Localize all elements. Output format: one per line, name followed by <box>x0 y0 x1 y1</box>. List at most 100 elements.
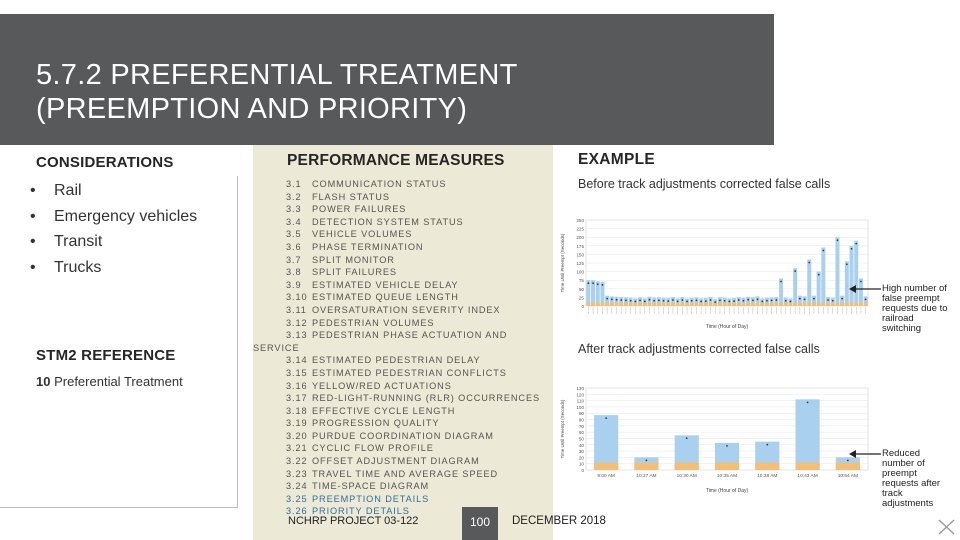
data-point <box>601 284 604 286</box>
performance-measures-panel: PERFORMANCE MEASURES 3.1 COMMUNICATION ST… <box>253 145 553 540</box>
data-point <box>841 297 844 300</box>
data-point <box>704 300 707 302</box>
data-point <box>860 280 862 283</box>
pm-item-label: PROGRESSION QUALITY <box>312 418 440 429</box>
y-tick-label: 110 <box>577 399 585 404</box>
bar-delay-segment <box>797 302 802 306</box>
y-tick-label: 10 <box>579 462 585 467</box>
pm-item-label: SERVICE <box>253 342 300 353</box>
data-point <box>714 301 717 304</box>
pm-item-number: 3.20 <box>286 430 308 441</box>
footer-project: NCHRP PROJECT 03-122 <box>288 515 419 527</box>
bar <box>830 297 835 306</box>
data-point <box>784 299 787 302</box>
pm-item-number: 3.25 <box>286 493 308 504</box>
bar-delay-segment <box>858 302 863 306</box>
page-number: 100 <box>462 507 498 540</box>
footer-date: DECEMBER 2018 <box>512 515 606 527</box>
bar <box>821 247 826 306</box>
bar <box>614 296 619 306</box>
pm-item-number: 3.8 <box>286 267 302 278</box>
bar-delay-segment <box>755 302 760 306</box>
data-point <box>686 300 688 303</box>
data-point <box>845 263 848 266</box>
pm-item: 3.3 POWER FAILURES <box>286 203 548 216</box>
y-tick-label: 100 <box>576 405 584 410</box>
bar-delay-segment <box>727 302 732 306</box>
pm-item-label: VEHICLE VOLUMES <box>312 229 413 240</box>
x-tick-label: 9:00 AM <box>597 473 615 479</box>
y-tick-label: 120 <box>576 392 584 397</box>
bar-delay-segment <box>807 302 812 306</box>
bar <box>858 278 863 306</box>
data-point <box>766 299 768 302</box>
data-point <box>643 300 646 303</box>
bar-delay-segment <box>764 302 769 306</box>
pm-item: 3.15 ESTIMATED PEDESTRIAN CONFLICTS <box>286 367 548 380</box>
data-point <box>806 401 809 404</box>
next-arrow-icon[interactable] <box>936 517 958 537</box>
bar <box>826 297 831 306</box>
y-tick-label: 0 <box>581 304 584 309</box>
considerations-box <box>0 176 238 508</box>
page-title-line-1: 5.7.2 PREFERENTIAL TREATMENT <box>36 59 518 91</box>
list-item-label: Transit <box>54 233 103 250</box>
pm-item-number: 3.26 <box>286 506 308 517</box>
bar <box>736 297 741 306</box>
data-point <box>794 270 797 273</box>
bar <box>764 297 769 306</box>
bullet-icon: • <box>30 233 36 250</box>
bar-delay-segment <box>779 302 784 306</box>
bar-delay-segment <box>844 302 849 306</box>
page-title-line-2: (PREEMPTION AND PRIORITY) <box>36 93 468 125</box>
pm-item-label: PHASE TERMINATION <box>312 241 424 252</box>
pm-item-label: PURDUE COORDINATION DIAGRAM <box>312 430 494 441</box>
pm-item: 3.16 YELLOW/RED ACTUATIONS <box>286 380 548 393</box>
data-point <box>751 299 754 302</box>
data-point <box>700 300 703 303</box>
bar-delay-segment <box>788 302 793 306</box>
y-tick-label: 50 <box>579 436 585 441</box>
data-point <box>726 444 728 447</box>
bar-delay-segment <box>685 302 690 306</box>
bar-delay-segment <box>591 302 596 306</box>
pm-item: 3.21 CYCLIC FLOW PROFILE <box>286 442 548 455</box>
y-tick-label: 75 <box>579 278 585 283</box>
pm-item-label: CYCLIC FLOW PROFILE <box>312 443 434 454</box>
pm-item: 3.10 ESTIMATED QUEUE LENGTH <box>286 291 548 304</box>
pm-item-label: ESTIMATED PEDESTRIAN DELAY <box>312 355 481 366</box>
bar <box>863 296 868 306</box>
pm-item-label: ESTIMATED PEDESTRIAN CONFLICTS <box>312 367 507 378</box>
bar-delay-segment <box>634 462 659 470</box>
pm-item: 3.4 DETECTION SYSTEM STATUS <box>286 216 548 229</box>
y-tick-label: 100 <box>576 270 584 275</box>
bar <box>670 297 675 306</box>
data-point <box>803 298 806 301</box>
data-point <box>813 297 815 300</box>
bar <box>656 297 661 306</box>
data-point <box>676 300 679 303</box>
y-tick-label: 90 <box>579 411 585 416</box>
pm-item-label: POWER FAILURES <box>312 204 407 215</box>
bar-delay-segment <box>830 302 835 306</box>
bar <box>652 297 657 306</box>
list-item-label: Rail <box>54 182 82 199</box>
bar <box>703 298 708 306</box>
y-tick-label: 225 <box>576 227 584 232</box>
y-axis-label: Time Until Preempt (Seconds) <box>560 399 565 458</box>
data-point <box>742 299 745 302</box>
data-point <box>822 249 825 252</box>
data-point <box>789 300 792 303</box>
performance-measures-list: 3.1 COMMUNICATION STATUS 3.2 FLASH STATUS 3.… <box>253 178 548 518</box>
y-tick-label: 150 <box>576 252 584 257</box>
pm-item: 3.8 SPLIT FAILURES <box>286 266 548 279</box>
y-tick-label: 200 <box>576 235 584 240</box>
pm-item-number: 3.18 <box>286 405 308 416</box>
bar-delay-segment <box>769 302 774 306</box>
bar-delay-segment <box>811 302 816 306</box>
bar <box>600 281 605 306</box>
bar-delay-segment <box>623 302 628 306</box>
bar-delay-segment <box>835 302 840 306</box>
bar <box>717 297 722 306</box>
pm-item-label: PEDESTRIAN PHASE ACTUATION AND <box>312 330 508 341</box>
